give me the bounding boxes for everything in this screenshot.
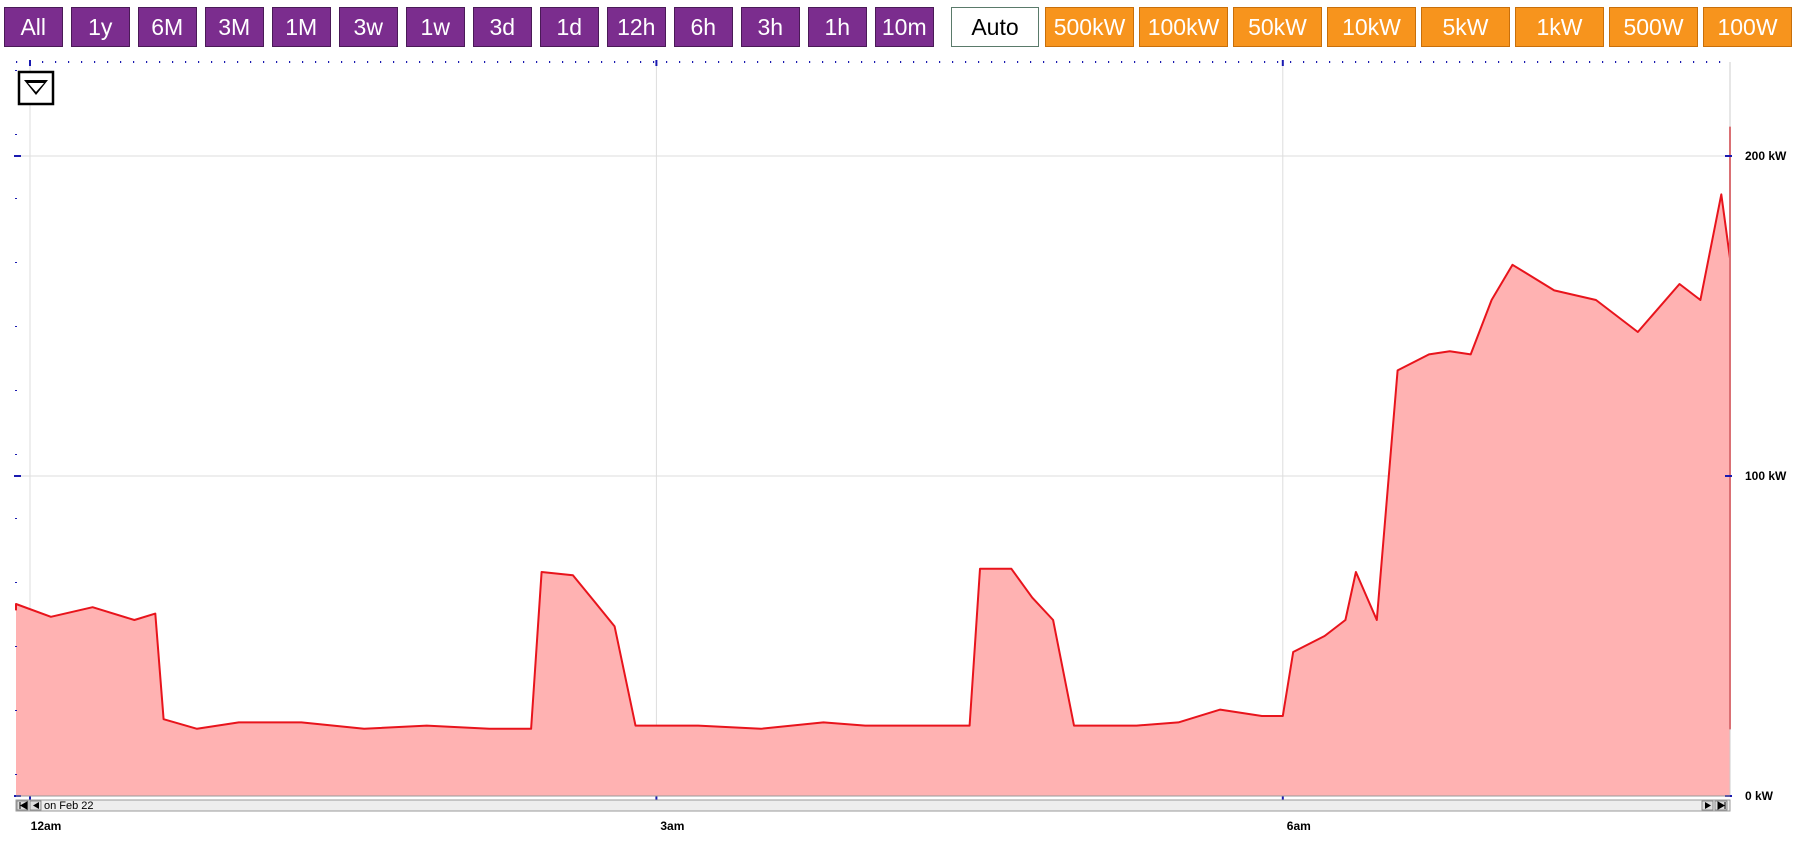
nav-prev-button[interactable] <box>29 800 42 811</box>
chart-menu-button[interactable] <box>17 70 55 106</box>
scale-button-5kw[interactable]: 5kW <box>1421 7 1510 47</box>
skip-back-icon <box>19 801 28 810</box>
navigator-date-label: on Feb 22 <box>44 800 94 812</box>
range-button-10m[interactable]: 10m <box>875 7 934 47</box>
scale-button-500w[interactable]: 500W <box>1609 7 1698 47</box>
range-button-3m[interactable]: 3M <box>205 7 264 47</box>
scale-button-100kw[interactable]: 100kW <box>1139 7 1228 47</box>
power-area-fill <box>16 127 1730 796</box>
scale-button-50kw[interactable]: 50kW <box>1233 7 1322 47</box>
scale-button-10kw[interactable]: 10kW <box>1327 7 1416 47</box>
range-button-1d[interactable]: 1d <box>540 7 599 47</box>
range-button-3d[interactable]: 3d <box>473 7 532 47</box>
toolbar: All 1y 6M 3M 1M 3w 1w 3d 1d 12h 6h 3h 1h 10m Auto 500kW… <box>0 0 1793 56</box>
navigator-bar[interactable]: on Feb 22 <box>15 799 1731 812</box>
nav-last-button[interactable] <box>1714 800 1728 811</box>
range-button-1y[interactable]: 1y <box>71 7 130 47</box>
range-button-1h[interactable]: 1h <box>808 7 867 47</box>
scale-button-100w[interactable]: 100W <box>1703 7 1792 47</box>
range-button-6h[interactable]: 6h <box>674 7 733 47</box>
range-button-1w[interactable]: 1w <box>406 7 465 47</box>
range-button-6m[interactable]: 6M <box>138 7 197 47</box>
range-button-12h[interactable]: 12h <box>607 7 666 47</box>
chevron-left-icon <box>33 802 39 809</box>
chevron-right-icon <box>1705 802 1711 809</box>
y-tick-label: 0 kW <box>1745 789 1774 803</box>
skip-forward-icon <box>1717 801 1726 810</box>
scale-button-1kw[interactable]: 1kW <box>1515 7 1604 47</box>
x-tick-label: 6am <box>1287 819 1311 833</box>
auto-scale-button[interactable]: Auto <box>951 7 1039 47</box>
x-tick-label: 3am <box>660 819 684 833</box>
nav-next-button[interactable] <box>1701 800 1714 811</box>
y-tick-label: 200 kW <box>1745 149 1787 163</box>
y-tick-label: 100 kW <box>1745 469 1787 483</box>
scale-button-500kw[interactable]: 500kW <box>1045 7 1134 47</box>
range-button-3h[interactable]: 3h <box>741 7 800 47</box>
chevron-down-icon <box>24 80 48 95</box>
nav-first-button[interactable] <box>16 800 29 811</box>
range-button-all[interactable]: All <box>4 7 63 47</box>
range-button-1m[interactable]: 1M <box>272 7 331 47</box>
x-tick-label: 12am <box>31 819 62 833</box>
range-button-3w[interactable]: 3w <box>339 7 398 47</box>
